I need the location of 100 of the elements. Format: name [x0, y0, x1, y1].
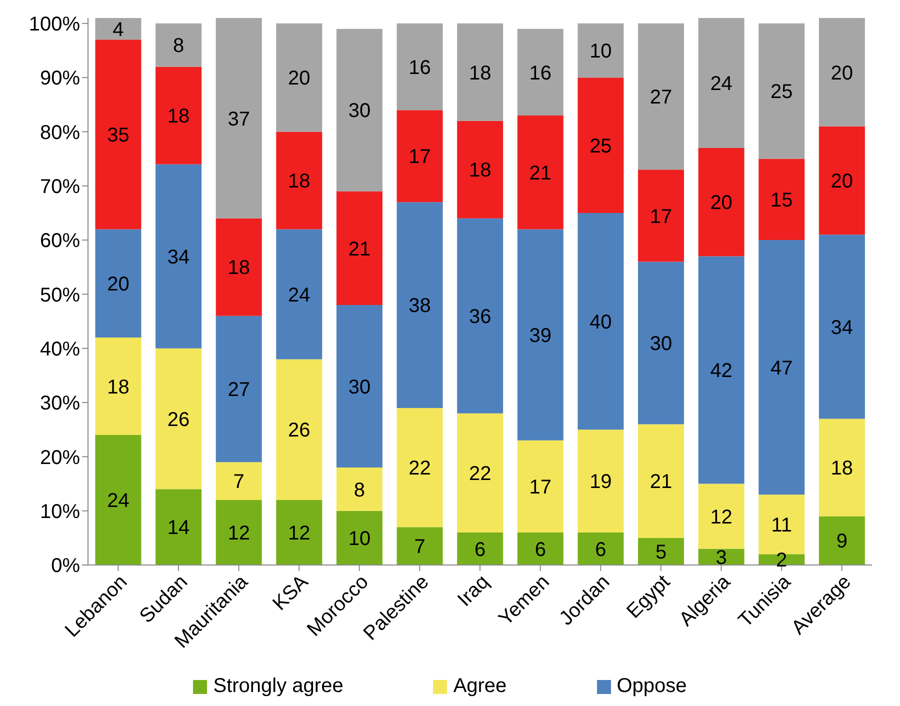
bar — [517, 440, 564, 533]
data-label: 30 — [650, 333, 672, 356]
data-label: 39 — [529, 324, 552, 347]
data-label: 24 — [288, 284, 310, 306]
data-label: 7 — [233, 471, 244, 494]
bar — [457, 120, 504, 218]
data-label: 26 — [288, 420, 310, 442]
data-label: 18 — [468, 62, 492, 84]
data-label: 5 — [655, 542, 667, 564]
bar — [818, 18, 865, 126]
y-tick-label: 20% — [40, 446, 80, 469]
y-tick-label: 90% — [40, 68, 80, 90]
data-label: 34 — [830, 316, 854, 339]
data-label: 6 — [474, 538, 486, 561]
bar — [216, 18, 262, 218]
y-tick-label: 70% — [40, 176, 80, 198]
bar — [578, 430, 624, 533]
legend-label: Agree — [452, 675, 507, 698]
bar — [95, 338, 142, 436]
data-label: 18 — [288, 170, 310, 193]
data-label: 27 — [228, 379, 250, 402]
bar — [336, 191, 382, 306]
data-label: 30 — [348, 376, 371, 398]
data-label: 42 — [710, 360, 732, 382]
bar — [156, 66, 202, 164]
y-tick-label: 40% — [40, 338, 80, 360]
bar — [758, 240, 805, 495]
data-label: 37 — [228, 108, 250, 130]
y-tick-label: 30% — [40, 392, 80, 415]
bar — [216, 462, 262, 500]
data-label: 12 — [228, 522, 250, 545]
bar — [638, 262, 684, 424]
legend-label: Strongly agree — [212, 675, 344, 698]
bar — [818, 234, 865, 419]
bar — [156, 348, 202, 490]
data-label: 22 — [468, 463, 492, 486]
data-label: 40 — [590, 311, 612, 334]
bar — [457, 218, 504, 414]
data-label: 20 — [830, 170, 854, 193]
data-label: 21 — [348, 238, 371, 260]
bar — [396, 408, 443, 528]
data-label: 25 — [590, 135, 612, 158]
data-label: 17 — [650, 206, 672, 228]
bar — [396, 527, 443, 565]
data-label: 20 — [288, 68, 310, 90]
bar — [276, 229, 322, 360]
x-tick-label: Iraq — [454, 571, 494, 611]
bar — [578, 212, 624, 430]
data-label: 11 — [771, 514, 792, 536]
data-label: 16 — [408, 56, 431, 79]
bar — [457, 23, 504, 121]
bar — [396, 110, 443, 202]
bar — [517, 532, 564, 565]
bar — [698, 148, 744, 256]
data-label: 36 — [468, 306, 492, 328]
data-label: 7 — [414, 536, 426, 558]
data-label: 17 — [529, 476, 552, 499]
data-label: 18 — [468, 160, 492, 182]
y-tick-label: 80% — [40, 122, 80, 144]
bar — [95, 40, 142, 230]
data-label: 21 — [529, 162, 552, 184]
bar — [336, 510, 382, 565]
data-label: 47 — [770, 357, 793, 380]
bar — [216, 316, 262, 462]
data-label: 10 — [348, 528, 371, 550]
data-label: 18 — [830, 458, 854, 480]
data-label: 16 — [529, 62, 552, 84]
data-label: 20 — [107, 273, 130, 296]
data-label: 8 — [354, 479, 366, 502]
data-label: 15 — [770, 190, 793, 212]
bar — [336, 28, 382, 192]
bar — [95, 435, 142, 565]
data-label: 17 — [408, 146, 431, 168]
data-label: 10 — [590, 40, 612, 63]
data-label: 24 — [107, 490, 130, 512]
data-label: 9 — [836, 530, 848, 553]
bar — [818, 126, 865, 235]
data-label: 21 — [650, 471, 672, 494]
bar — [276, 359, 322, 500]
bar — [95, 18, 142, 40]
data-label: 25 — [770, 81, 793, 104]
bar — [156, 164, 202, 348]
bar — [396, 23, 443, 110]
legend-label: Oppose — [616, 675, 687, 698]
y-tick-label: 60% — [40, 230, 80, 252]
data-label: 35 — [107, 124, 130, 147]
bar — [457, 413, 504, 533]
data-label: 18 — [167, 106, 190, 128]
bar — [156, 489, 202, 565]
bar — [758, 158, 805, 240]
bar — [517, 229, 564, 440]
bar — [638, 538, 684, 565]
data-label: 34 — [167, 246, 190, 268]
data-label: 8 — [172, 35, 184, 58]
data-label: 12 — [288, 522, 310, 545]
bar — [396, 202, 443, 408]
bar — [698, 256, 744, 484]
y-tick-label: 50% — [40, 284, 80, 306]
bar — [578, 78, 624, 213]
bar — [457, 532, 504, 565]
